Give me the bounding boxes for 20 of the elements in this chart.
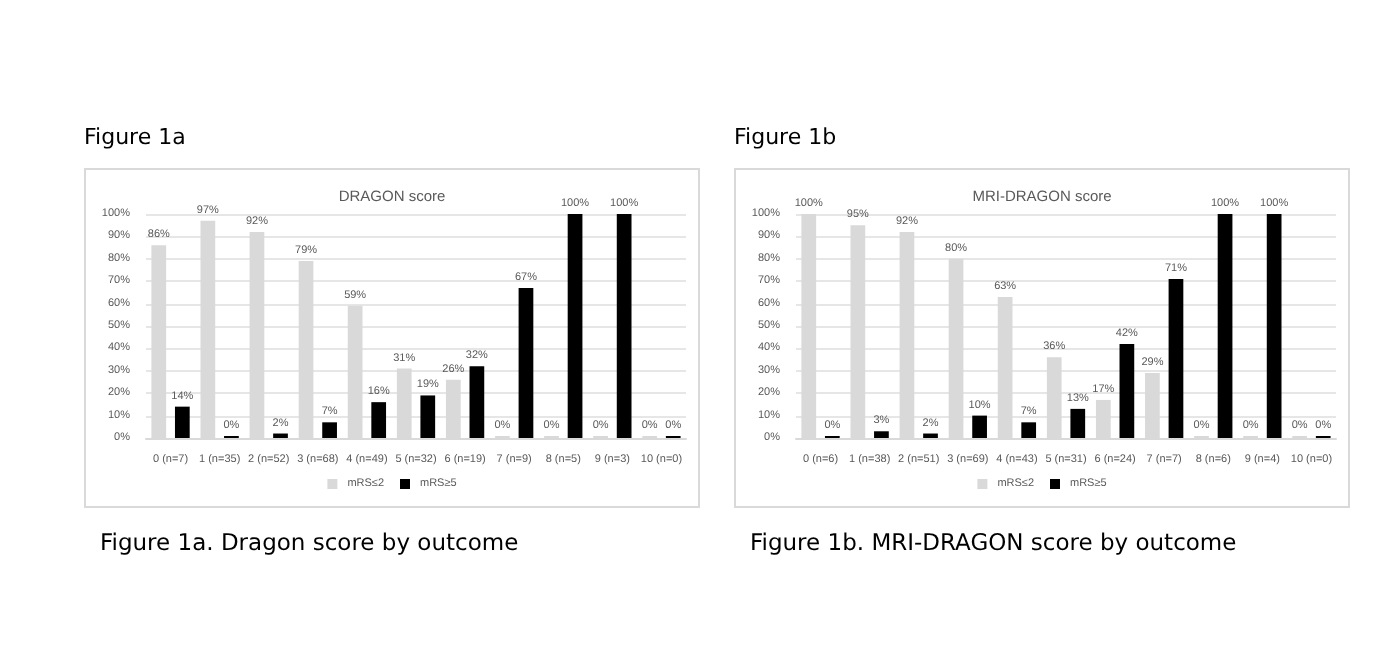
bar (567, 214, 583, 438)
caption: Figure 1a (84, 124, 186, 150)
caption: Figure 1a. Dragon score by outcome (100, 528, 519, 556)
bar (174, 406, 190, 438)
caption: Figure 1b (734, 124, 837, 150)
bar (1266, 214, 1282, 438)
bar (1217, 214, 1233, 438)
bar (1168, 278, 1184, 438)
bar (322, 422, 337, 438)
bar (972, 415, 987, 438)
bar (469, 366, 485, 438)
caption: Figure 1b. MRI-DRAGON score by outcome (750, 528, 1237, 556)
bar (1070, 408, 1086, 438)
bar (420, 395, 436, 438)
bar (616, 214, 632, 438)
bar (1021, 422, 1037, 438)
bar (371, 402, 387, 438)
bar (1119, 343, 1135, 438)
bar (518, 287, 534, 438)
bar (874, 431, 889, 438)
